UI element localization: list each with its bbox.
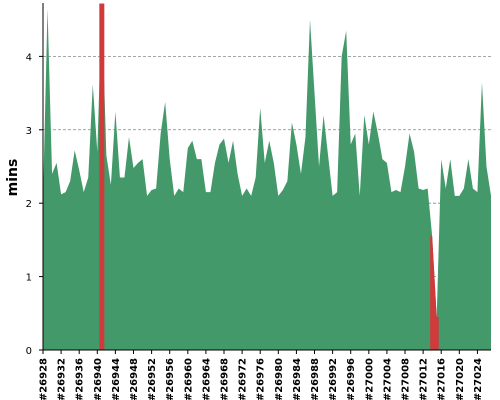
area-series <box>43 3 491 351</box>
x-tick-label: #26980 <box>274 358 285 400</box>
y-tick-label: 1 <box>26 273 32 284</box>
x-tick-label: #26940 <box>93 358 104 400</box>
x-tick-label: #26992 <box>328 358 339 400</box>
area-fill <box>43 3 491 351</box>
y-axis-label: mins <box>5 159 21 197</box>
x-tick-label: #27024 <box>473 358 484 400</box>
x-tick-label: #26960 <box>183 358 194 400</box>
y-tick-label: 4 <box>26 52 32 63</box>
y-tick-label: 0 <box>26 346 32 357</box>
x-tick-label: #26936 <box>75 358 86 400</box>
x-tick-label: #26988 <box>310 358 321 400</box>
x-tick-label: #26928 <box>39 358 50 400</box>
x-tick-label: #26984 <box>292 358 303 400</box>
x-tick-label: #27000 <box>364 358 375 400</box>
x-tick-label: #27008 <box>401 358 412 400</box>
x-tick-label: #27012 <box>419 358 430 400</box>
y-tick-label: 2 <box>26 199 32 210</box>
x-tick-label: #27016 <box>437 358 448 400</box>
highlight-region <box>430 236 439 350</box>
x-tick-label: #26964 <box>201 358 212 400</box>
x-tick-label: #26996 <box>346 358 357 400</box>
x-tick-label: #26956 <box>165 358 176 400</box>
y-tick-label: 3 <box>26 126 32 137</box>
highlight-bar <box>99 3 105 351</box>
x-tick-label: #26932 <box>57 358 68 400</box>
highlight-bars <box>99 3 439 351</box>
y-tick-labels: 0 1 2 3 4 <box>26 52 43 357</box>
x-tick-label: #26972 <box>238 358 249 400</box>
axes <box>42 3 491 351</box>
x-tick-label: #27020 <box>455 358 466 400</box>
x-tick-label: #26944 <box>111 358 122 400</box>
x-tick-label: #26948 <box>129 358 140 400</box>
x-tick-label: #27004 <box>382 358 393 400</box>
x-tick-labels: #26928 #26932 #26936 #26940 #26944 #26948 #269… <box>39 350 484 400</box>
x-tick-label: #26952 <box>147 358 158 400</box>
x-tick-label: #26976 <box>256 358 267 400</box>
x-tick-label: #26968 <box>220 358 231 400</box>
